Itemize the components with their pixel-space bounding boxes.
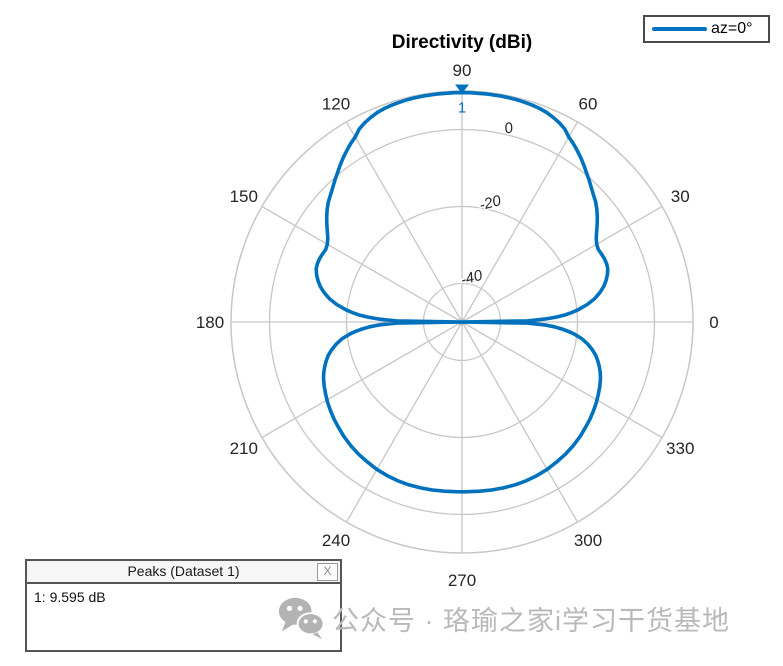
polar-spoke: [345, 321, 463, 523]
polar-spoke: [461, 321, 663, 439]
radiation-pattern-curve[interactable]: [314, 90, 610, 494]
chart-title: Directivity (dBi): [391, 32, 533, 53]
angle-tick-label: 60: [579, 95, 598, 114]
peak-row: 1: 9.595 dB: [34, 589, 106, 605]
polar-spoke: [461, 121, 579, 323]
angle-tick-label: 30: [671, 187, 690, 206]
angle-tick-label: 330: [666, 439, 694, 458]
close-icon[interactable]: X: [317, 563, 338, 581]
polar-spoke: [261, 321, 463, 439]
wechat-icon: [278, 597, 325, 640]
angle-tick-label: 150: [230, 187, 258, 206]
angle-tick-label: 300: [574, 531, 602, 550]
angle-tick-label: 90: [453, 61, 472, 80]
peaks-panel-title: Peaks (Dataset 1): [127, 563, 240, 579]
polar-spoke: [461, 321, 579, 523]
peaks-panel-titlebar[interactable]: Peaks (Dataset 1) X: [27, 561, 340, 584]
angle-tick-label: 120: [322, 95, 350, 114]
polar-spoke: [261, 205, 463, 323]
magnitude-tick-label: 0: [503, 119, 516, 138]
legend-label: az=0°: [711, 20, 753, 37]
angle-tick-label: 0: [709, 313, 718, 332]
polar-spoke: [461, 205, 663, 323]
legend[interactable]: az=0°: [643, 15, 770, 43]
polar-spoke: [345, 121, 463, 323]
watermark-text: 公众号 · 珞瑜之家i学习干货基地: [332, 605, 730, 636]
legend-line-sample: [652, 27, 707, 31]
angle-tick-label: 270: [448, 571, 476, 590]
watermark: 公众号 · 珞瑜之家i学习干货基地: [276, 594, 730, 642]
peaks-panel-body: 1: 9.595 dB: [27, 584, 340, 610]
magnitude-tick-label: -40: [459, 267, 485, 289]
peaks-panel[interactable]: Peaks (Dataset 1) X 1: 9.595 dB: [25, 559, 342, 652]
angle-tick-label: 180: [196, 313, 224, 332]
peak-marker-triangle[interactable]: [455, 84, 469, 94]
peak-marker-label: 1: [458, 100, 466, 117]
angle-tick-label: 240: [322, 531, 350, 550]
angle-tick-label: 210: [230, 439, 258, 458]
magnitude-tick-label: -20: [477, 192, 503, 214]
